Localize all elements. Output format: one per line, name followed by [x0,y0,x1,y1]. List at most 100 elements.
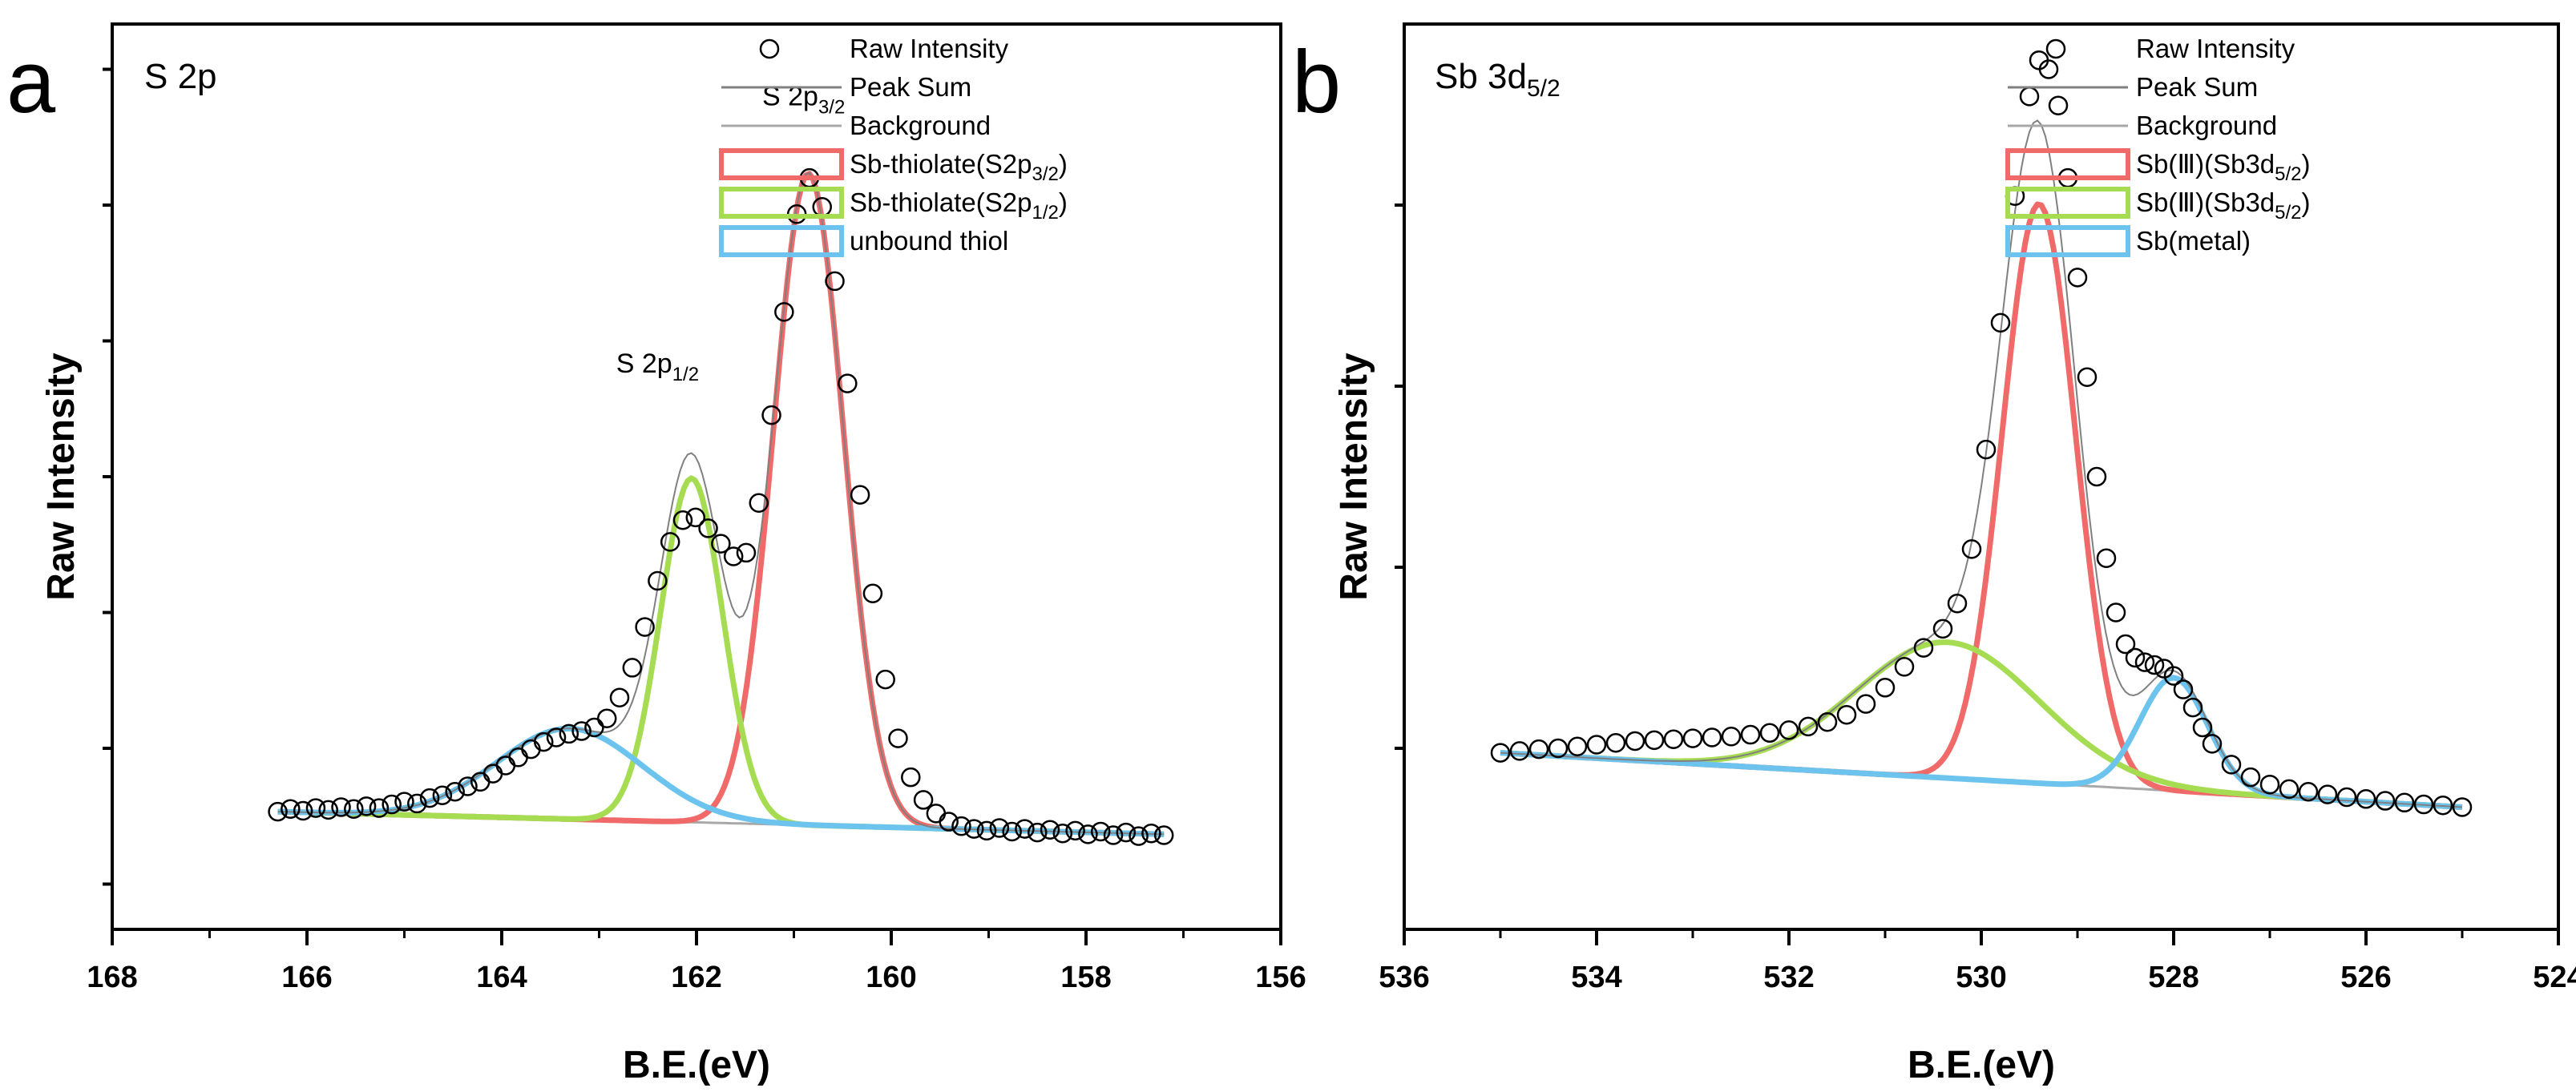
raw-intensity-point [2115,634,2136,655]
legend-item: Sb-thiolate(S2p3/2) [719,148,1068,185]
raw-intensity-point [596,708,617,728]
raw-intensity-point [2067,268,2088,288]
raw-intensity-point [2221,755,2242,775]
raw-intensity-point [838,373,858,393]
raw-intensity-point [1116,822,1137,843]
raw-intensity-point [1976,439,1997,460]
raw-intensity-point [862,583,883,604]
raw-intensity-point [2202,734,2223,754]
raw-intensity-point [546,727,567,747]
panel-b-component-1-line [1500,201,2463,810]
panel-a-x-tick-label: 156 [1255,961,1306,994]
raw-intensity-point [508,747,528,768]
raw-intensity-point [2259,774,2280,795]
raw-intensity-point [1078,824,1098,844]
panel-a-s2p: a S 2p 168 166 164 162 160 158 156 S 2p3/2S 2p… [6,22,1306,1086]
panel-b-x-tick-label: 526 [2340,961,2391,994]
raw-intensity-point [2336,787,2357,808]
panel-a-raw-points [268,167,1174,846]
panel-a-title: S 2p [144,57,217,96]
raw-intensity-point [1644,730,1665,751]
raw-intensity-point [672,510,693,530]
legend-item: Sb(Ⅲ)(Sb3d5/2) [2005,148,2311,185]
raw-intensity-point [2038,59,2059,79]
panel-b-x-tick-label: 536 [1379,961,1429,994]
peak-annotation: S 2p1/2 [616,349,699,385]
raw-intensity-point [2317,784,2338,804]
raw-intensity-point [926,804,947,824]
raw-intensity-point [951,816,971,836]
raw-intensity-point [1947,593,1968,614]
raw-intensity-point [1153,825,1174,845]
raw-intensity-point [609,687,630,707]
legend-box-swatch [2005,148,2130,180]
raw-intensity-point [2077,367,2098,387]
raw-intensity-point [2182,697,2203,718]
legend-label: Sb(Ⅲ)(Sb3d5/2) [2136,187,2311,224]
raw-intensity-point [344,799,364,819]
legend-item: Peak Sum [2008,72,2258,102]
raw-intensity-point [1605,732,1626,753]
raw-intensity-point [1065,820,1085,841]
raw-intensity-point [2192,717,2213,738]
legend-box-swatch [2005,225,2130,257]
raw-intensity-point [1028,822,1048,843]
legend-box-swatch [719,187,844,219]
raw-intensity-point [407,793,427,814]
panel-letter-b: b [1292,33,1341,131]
legend-item: Raw Intensity [2045,34,2295,63]
panel-a-x-tick-label: 162 [671,961,721,994]
raw-intensity-point [2125,647,2146,668]
legend-label: Raw Intensity [850,34,1009,63]
raw-intensity-point [2086,466,2107,487]
raw-intensity-point [913,790,934,810]
raw-intensity-point [1015,819,1035,839]
raw-intensity-point [850,485,870,505]
raw-intensity-point [1702,727,1722,747]
raw-intensity-point [1567,736,1588,756]
raw-intensity-point [1103,825,1124,845]
raw-intensity-point [1961,539,1982,559]
raw-intensity-point [1509,741,1530,761]
raw-intensity-point [1894,657,1915,677]
raw-intensity-point [2394,792,2415,813]
raw-intensity-point [1817,711,1838,732]
raw-intensity-point [888,728,908,748]
raw-intensity-point [761,405,781,425]
raw-intensity-point [305,798,326,818]
raw-intensity-point [648,570,668,591]
raw-intensity-point [2144,655,2165,675]
raw-intensity-point [1779,720,1799,740]
panel-a-component-1-line [277,171,1165,837]
panel-b-component-layer [1500,201,2463,810]
raw-intensity-point [875,669,895,690]
raw-intensity-point [445,781,465,802]
panel-b-plot-frame [1403,22,2560,931]
raw-intensity-point [419,788,440,808]
raw-intensity-point [2375,791,2396,811]
panel-a-x-tick-label: 160 [866,961,916,994]
raw-intensity-point [1129,826,1149,846]
raw-intensity-point [382,794,402,815]
raw-intensity-point [1855,694,1876,714]
raw-intensity-point [571,721,592,741]
raw-intensity-point [711,534,731,554]
panel-a-x-tick-label: 158 [1060,961,1111,994]
raw-intensity-point [1548,738,1569,759]
panel-b-raw-points [1490,50,2473,817]
raw-intensity-point [1798,716,1819,737]
panel-b-y-axis-title: Raw Intensity [1333,353,1375,601]
legend-box-swatch [719,148,844,180]
raw-intensity-point [2452,797,2473,817]
panel-a-x-axis-title: B.E.(eV) [623,1044,770,1086]
raw-intensity-point [559,723,579,744]
legend-label: Sb(Ⅲ)(Sb3d5/2) [2136,149,2311,185]
panel-b-x-tick-label: 534 [1571,961,1621,994]
panel-a-peak-sum-line [277,171,1165,836]
legend-box-swatch [2005,187,2130,219]
legend-item: Background [721,111,991,140]
legend-label: Sb-thiolate(S2p1/2) [850,187,1068,224]
raw-intensity-point [825,271,845,292]
panel-b-peak-sum-line [1500,119,2463,808]
panel-b-ticks: 536 534 532 530 528 526 524 [1379,203,2576,994]
